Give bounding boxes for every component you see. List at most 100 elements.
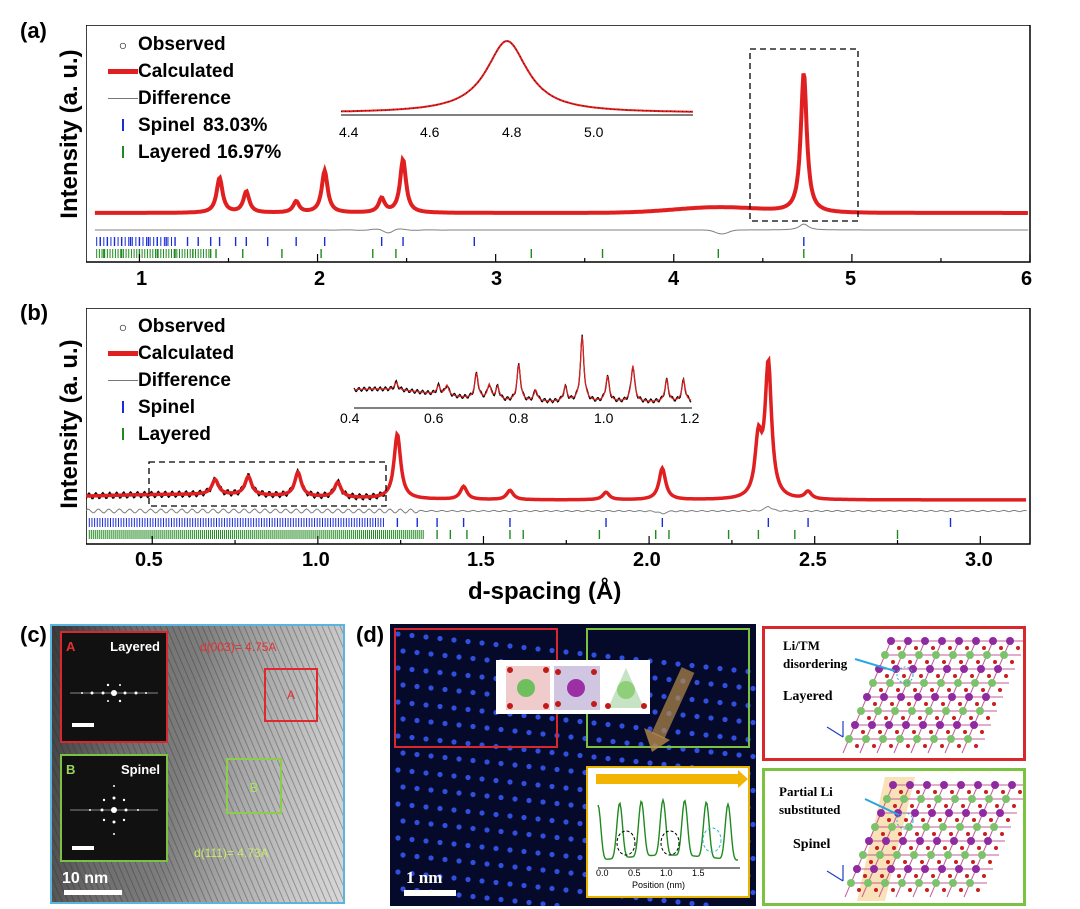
oxygen-atom — [899, 790, 903, 794]
atom — [863, 693, 871, 701]
a-xtick-2: 2 — [314, 268, 326, 290]
atom-column — [498, 896, 504, 903]
atom — [910, 851, 918, 859]
atom-column — [479, 810, 485, 816]
atom — [985, 795, 993, 803]
profile-xlabel: Position (nm) — [632, 880, 686, 890]
atom-column — [540, 765, 546, 771]
atom-column — [512, 728, 518, 734]
atom — [881, 879, 889, 887]
spinel-tick-icon — [108, 397, 138, 419]
atom-column — [465, 706, 471, 713]
panel-c-label: (c) — [20, 622, 47, 647]
atom-column — [549, 715, 555, 722]
oxygen-atom — [953, 674, 957, 678]
atom-column — [661, 897, 667, 904]
atom-column — [470, 859, 476, 866]
atom — [879, 735, 887, 743]
atom-column — [400, 750, 406, 756]
atom-column — [442, 788, 448, 795]
oxygen-atom — [925, 888, 929, 892]
atom-column — [689, 900, 695, 906]
atom — [903, 679, 911, 687]
atom-column — [568, 768, 574, 774]
oxygen-atom — [897, 646, 901, 650]
a-xtick-1: 1 — [136, 268, 148, 290]
axes-icon — [826, 721, 844, 738]
fft-b-letter: B — [66, 762, 76, 777]
oxygen-atom — [952, 716, 956, 720]
lattice-fringe — [249, 626, 343, 845]
atom-column — [638, 741, 644, 748]
spinel-label: Spinel — [793, 837, 831, 852]
legend-observed: Observed — [138, 315, 226, 337]
oxygen-atom — [998, 688, 1002, 692]
atom-column — [750, 753, 756, 760]
oxygen-atom — [983, 832, 987, 836]
oxygen-atom — [992, 702, 996, 706]
atom-column — [577, 854, 583, 861]
oxygen-atom — [987, 674, 991, 678]
atom-column — [512, 898, 518, 904]
profile-tick-15: 1.5 — [692, 868, 705, 878]
atom-column — [437, 737, 443, 744]
oxygen-atom — [896, 688, 900, 692]
atom-column — [703, 664, 709, 670]
atom-column — [540, 901, 546, 906]
highlight-circle — [896, 666, 914, 684]
atom-column — [456, 722, 462, 728]
legend-layered: Layered — [138, 423, 211, 445]
calculated-series — [94, 72, 1028, 215]
atom — [938, 865, 946, 873]
oxygen-atom — [935, 716, 939, 720]
atom-column — [423, 872, 429, 878]
atom — [919, 721, 927, 729]
oxygen-atom — [981, 688, 985, 692]
atom — [913, 735, 921, 743]
atom — [976, 707, 984, 715]
atom-column — [717, 733, 723, 740]
atom-column — [437, 873, 443, 880]
atom-column — [633, 758, 639, 765]
atom — [917, 795, 925, 803]
atom-column — [493, 641, 499, 648]
atom — [979, 809, 987, 817]
oxygen-atom — [964, 688, 968, 692]
oxygen-atom — [861, 730, 865, 734]
lattice-fringe — [183, 626, 303, 902]
atom-column — [437, 669, 443, 676]
atom-column — [484, 725, 490, 731]
legend-layered-pct: 16.97% — [216, 141, 282, 163]
fft-spot — [111, 807, 117, 813]
oxygen-atom — [924, 702, 928, 706]
atom-column — [442, 822, 448, 829]
atom — [932, 879, 940, 887]
oxygen-atom — [903, 860, 907, 864]
atom — [959, 707, 967, 715]
atom — [885, 721, 893, 729]
atom-column — [400, 852, 406, 858]
fft-a-letter: A — [66, 639, 76, 654]
lattice-fringe — [189, 626, 309, 902]
atom — [983, 651, 991, 659]
fft-spot — [113, 833, 115, 835]
atom — [955, 637, 963, 645]
fft-spot — [81, 692, 83, 694]
annotation-arrow-icon — [864, 798, 900, 816]
panel-b-chart — [86, 308, 1031, 545]
b-xtick-15: 1.5 — [467, 549, 495, 571]
atom-column — [526, 763, 532, 770]
atom-column — [549, 647, 555, 654]
oxygen-atom — [879, 688, 883, 692]
atom-column — [442, 686, 448, 693]
legend-spinel: Spinel — [138, 396, 196, 418]
atom — [887, 637, 895, 645]
atom-column — [722, 682, 728, 689]
atom-column — [596, 737, 602, 743]
oxygen-atom — [893, 804, 897, 808]
atom — [911, 809, 919, 817]
oxygen-atom — [906, 744, 910, 748]
atom — [932, 651, 940, 659]
atom — [991, 781, 999, 789]
atom-column — [591, 652, 597, 658]
